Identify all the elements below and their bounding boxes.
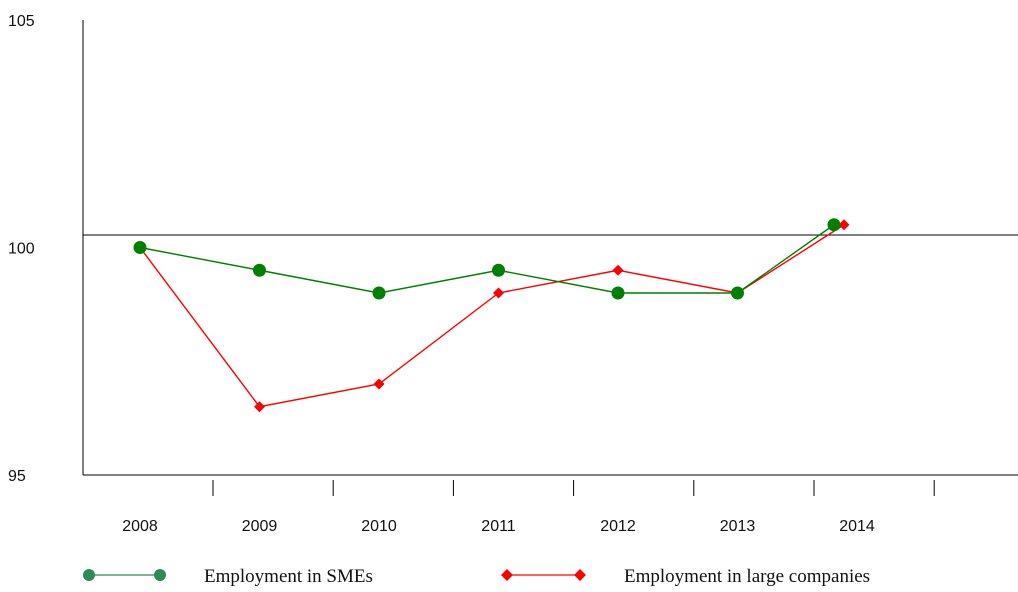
data-point-smes [133, 241, 147, 254]
data-point-smes [372, 286, 386, 300]
data-point-smes [611, 286, 625, 300]
x-tick-label: 2009 [242, 518, 278, 535]
x-tick-label: 2012 [600, 518, 636, 535]
axes [82, 20, 1018, 476]
data-point-large-companies [838, 219, 850, 231]
legend-label-smes: Employment in SMEs [204, 566, 373, 587]
data-point-smes [492, 263, 505, 277]
legend-label-large-companies: Employment in large companies [624, 566, 870, 587]
legend-marker-smes [154, 569, 166, 581]
data-point-smes [731, 286, 744, 300]
legend-marker-large-companies [574, 569, 586, 581]
y-tick-label: 100 [8, 241, 35, 258]
legend-marker-large-companies [501, 569, 513, 581]
data-point-smes [253, 263, 266, 277]
series-line-large-companies [139, 224, 845, 408]
legend-item-large-companies: Employment in large companies [501, 566, 870, 587]
data-point-large-companies [493, 287, 504, 299]
x-tick-label: 2014 [839, 518, 875, 535]
x-tick-label: 2011 [481, 518, 516, 535]
x-tick-label: 2013 [720, 518, 756, 535]
legend-marker-smes [83, 569, 95, 581]
data-point-large-companies [373, 378, 385, 390]
y-tick-label: 95 [8, 468, 26, 485]
data-point-smes [827, 218, 841, 232]
legend: Employment in SMEs Employment in large c… [83, 566, 870, 587]
legend-item-smes: Employment in SMEs [83, 566, 373, 587]
y-tick-label: 105 [8, 13, 35, 30]
x-tick-label: 2008 [122, 518, 158, 535]
x-tick-label: 2010 [361, 518, 397, 535]
data-point-large-companies [254, 401, 265, 413]
data-point-large-companies [612, 264, 624, 276]
